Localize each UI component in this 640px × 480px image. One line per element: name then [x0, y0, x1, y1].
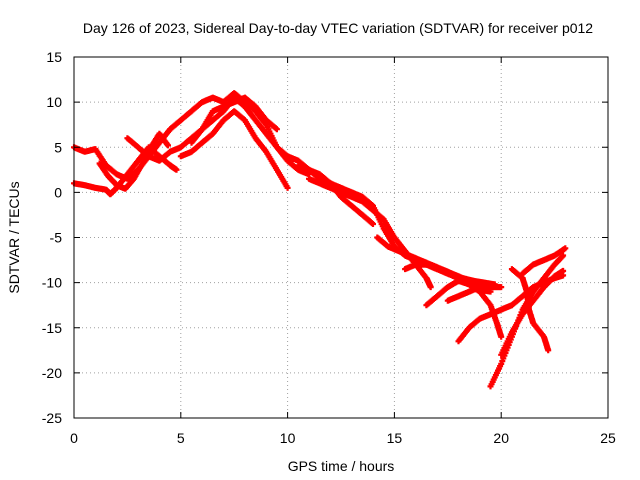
y-tick-label: 0 — [54, 184, 62, 200]
data-series — [71, 90, 569, 390]
y-tick-label: -25 — [42, 410, 62, 426]
data-point — [498, 284, 505, 291]
x-tick-label: 0 — [70, 430, 78, 446]
axis-ticks — [73, 56, 609, 419]
data-point — [545, 347, 552, 354]
y-tick-label: 15 — [46, 49, 62, 65]
data-point — [284, 184, 291, 191]
data-point — [165, 142, 171, 149]
series-track-6 — [188, 94, 280, 146]
grid-lines — [74, 57, 608, 418]
x-tick-labels: 0 5 10 15 20 25 — [70, 430, 616, 446]
series-track-8 — [306, 175, 434, 291]
series-track-12 — [444, 284, 505, 304]
x-tick-label: 25 — [600, 430, 616, 446]
y-tick-label: 5 — [54, 139, 62, 155]
data-point — [562, 245, 569, 252]
y-axis-label: SDTVAR / TECUs — [6, 181, 22, 293]
y-tick-labels: -25 -20 -15 -10 -5 0 5 10 15 — [42, 49, 62, 426]
series-track-4 — [124, 90, 312, 178]
data-point — [173, 166, 180, 173]
x-tick-label: 20 — [493, 430, 509, 446]
x-tick-label: 5 — [177, 430, 185, 446]
y-tick-label: -20 — [42, 365, 62, 381]
y-tick-label: 10 — [46, 94, 62, 110]
data-point — [560, 267, 567, 274]
x-tick-label: 10 — [280, 430, 296, 446]
chart-title: Day 126 of 2023, Sidereal Day-to-day VTE… — [83, 20, 593, 36]
series-track-17 — [519, 245, 569, 277]
data-point — [273, 126, 280, 133]
x-tick-label: 15 — [387, 430, 403, 446]
y-tick-label: -10 — [42, 275, 62, 291]
y-tick-label: -5 — [50, 230, 63, 246]
y-tick-label: -15 — [42, 320, 62, 336]
data-point — [427, 284, 434, 291]
x-axis-label: GPS time / hours — [288, 458, 395, 474]
series-track-16 — [508, 266, 552, 354]
data-point — [498, 333, 505, 340]
series-track-5 — [177, 108, 291, 191]
series-track-7 — [295, 162, 376, 227]
data-point — [370, 221, 376, 227]
